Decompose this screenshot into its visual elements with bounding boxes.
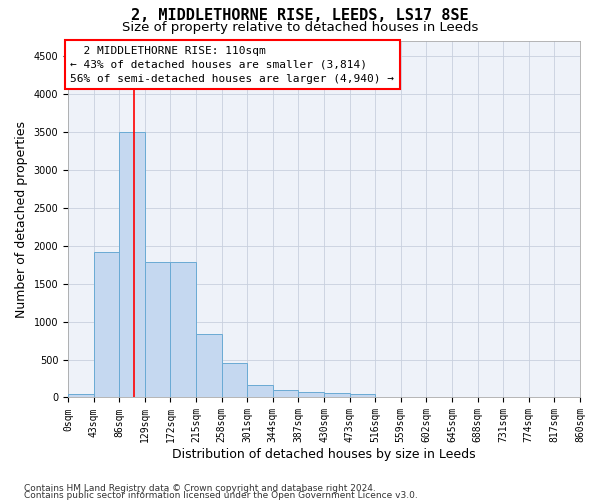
Text: Contains public sector information licensed under the Open Government Licence v3: Contains public sector information licen… bbox=[24, 492, 418, 500]
Bar bbox=[298, 392, 324, 398]
Bar bbox=[350, 394, 375, 398]
Bar bbox=[94, 252, 119, 398]
Text: Contains HM Land Registry data © Crown copyright and database right 2024.: Contains HM Land Registry data © Crown c… bbox=[24, 484, 376, 493]
Text: Size of property relative to detached houses in Leeds: Size of property relative to detached ho… bbox=[122, 22, 478, 35]
Bar bbox=[196, 334, 221, 398]
Bar bbox=[221, 362, 247, 398]
Bar bbox=[324, 394, 350, 398]
Bar bbox=[273, 390, 298, 398]
Bar bbox=[145, 262, 170, 398]
X-axis label: Distribution of detached houses by size in Leeds: Distribution of detached houses by size … bbox=[172, 448, 476, 461]
Bar bbox=[247, 386, 273, 398]
Y-axis label: Number of detached properties: Number of detached properties bbox=[15, 120, 28, 318]
Bar bbox=[68, 394, 94, 398]
Text: 2, MIDDLETHORNE RISE, LEEDS, LS17 8SE: 2, MIDDLETHORNE RISE, LEEDS, LS17 8SE bbox=[131, 8, 469, 22]
Bar bbox=[119, 132, 145, 398]
Text: 2 MIDDLETHORNE RISE: 110sqm
← 43% of detached houses are smaller (3,814)
56% of : 2 MIDDLETHORNE RISE: 110sqm ← 43% of det… bbox=[70, 46, 394, 84]
Bar bbox=[170, 262, 196, 398]
